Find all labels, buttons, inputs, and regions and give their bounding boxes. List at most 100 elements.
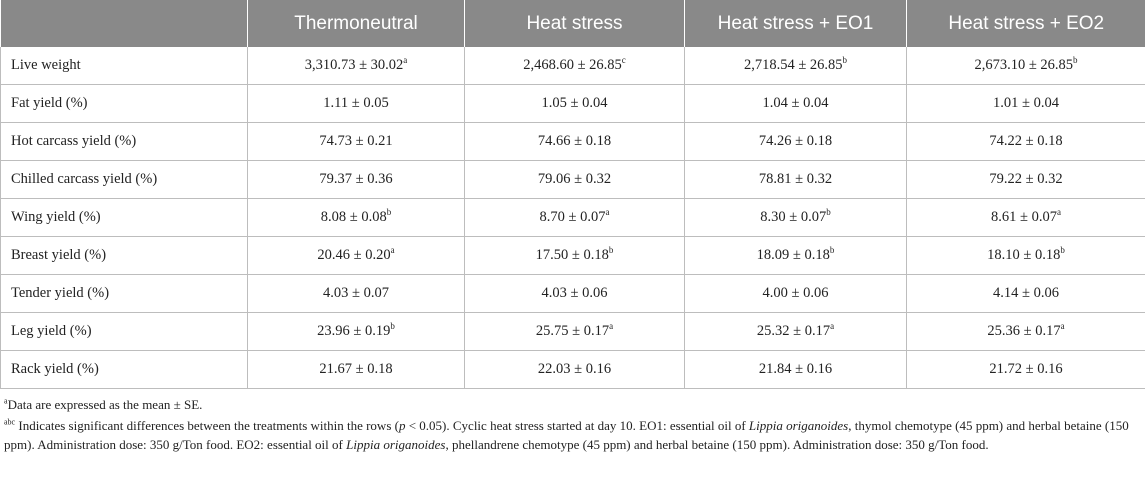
table-cell: 79.37 ± 0.36 (247, 160, 465, 199)
table-row: Breast yield (%) 20.46 ± 0.20a 17.50 ± 0… (0, 236, 1145, 275)
cell-value: 4.03 ± 0.06 (541, 285, 608, 301)
table-row: Chilled carcass yield (%) 79.37 ± 0.36 7… (0, 160, 1145, 199)
significance-letter: b (1060, 245, 1065, 256)
table-cell: 8.30 ± 0.07b (684, 198, 907, 237)
cell-value: 21.84 ± 0.16 (758, 361, 833, 377)
table-cell: 1.05 ± 0.04 (464, 84, 685, 123)
cell-value: 4.14 ± 0.06 (993, 285, 1059, 301)
header-heat-stress: Heat stress (464, 0, 685, 47)
carcass-yield-table: Thermoneutral Heat stress Heat stress + … (0, 0, 1145, 389)
significance-letter: b (826, 207, 831, 218)
cell-value: 8.70 ± 0.07 (539, 209, 606, 225)
cell-value: 25.75 ± 0.17 (535, 323, 610, 339)
significance-letter: a (605, 207, 610, 218)
table-footnotes: aData are expressed as the mean ± SE. ab… (0, 389, 1145, 454)
cell-value: 1.05 ± 0.04 (541, 95, 608, 111)
table-cell: 8.70 ± 0.07a (464, 198, 685, 237)
footnote-text: < 0.05). Cyclic heat stress started at d… (405, 418, 749, 433)
species-name: Lippia origanoides (346, 437, 446, 452)
table-cell: 2,718.54 ± 26.85b (684, 47, 907, 85)
table-row: Tender yield (%) 4.03 ± 0.07 4.03 ± 0.06… (0, 274, 1145, 313)
table-cell: 25.32 ± 0.17a (684, 312, 907, 351)
significance-letter: a (1060, 321, 1065, 332)
cell-value: 1.04 ± 0.04 (762, 95, 829, 111)
cell-value: 17.50 ± 0.18 (535, 247, 609, 263)
footnote-text: Data are expressed as the mean ± SE. (7, 397, 203, 412)
cell-value: 18.09 ± 0.18 (756, 247, 830, 263)
significance-letter: b (390, 321, 395, 332)
table-cell: 20.46 ± 0.20a (247, 236, 465, 275)
cell-value: 4.00 ± 0.06 (762, 285, 829, 301)
cell-value: 20.46 ± 0.20 (317, 247, 391, 263)
cell-value: 1.01 ± 0.04 (993, 95, 1059, 111)
table-cell: 23.96 ± 0.19b (247, 312, 465, 351)
footnote-abc: abc Indicates significant differences be… (4, 416, 1139, 454)
significance-letter: a (390, 245, 395, 256)
table-cell: 22.03 ± 0.16 (464, 350, 685, 389)
table-cell: 21.72 ± 0.16 (906, 350, 1145, 389)
footnote-marker: a (4, 396, 8, 406)
header-thermoneutral: Thermoneutral (247, 0, 465, 47)
table-body: Live weight 3,310.73 ± 30.02a 2,468.60 ±… (0, 47, 1145, 389)
significance-letter: b (842, 55, 848, 66)
row-label: Rack yield (%) (0, 350, 248, 389)
row-label: Wing yield (%) (0, 198, 248, 237)
cell-value: 74.26 ± 0.18 (758, 133, 833, 149)
table-cell: 78.81 ± 0.32 (684, 160, 907, 199)
row-label: Tender yield (%) (0, 274, 248, 313)
cell-value: 2,468.60 ± 26.85 (523, 57, 622, 73)
table-cell: 4.03 ± 0.07 (247, 274, 465, 313)
table-cell: 4.03 ± 0.06 (464, 274, 685, 313)
cell-value: 79.06 ± 0.32 (537, 171, 612, 187)
cell-value: 4.03 ± 0.07 (323, 285, 389, 301)
table-row: Leg yield (%) 23.96 ± 0.19b 25.75 ± 0.17… (0, 312, 1145, 351)
significance-letter: a (609, 321, 614, 332)
significance-letter: a (830, 321, 835, 332)
cell-value: 74.73 ± 0.21 (319, 133, 393, 149)
cell-value: 3,310.73 ± 30.02 (304, 57, 404, 73)
table-cell: 1.11 ± 0.05 (247, 84, 465, 123)
cell-value: 8.08 ± 0.08 (320, 209, 387, 225)
cell-value: 18.10 ± 0.18 (987, 247, 1061, 263)
table-cell: 25.36 ± 0.17a (906, 312, 1145, 351)
significance-letter: a (1056, 207, 1061, 218)
table-row: Rack yield (%) 21.67 ± 0.18 22.03 ± 0.16… (0, 350, 1145, 389)
footnote-text: Indicates significant differences betwee… (15, 418, 399, 433)
header-heat-stress-eo2: Heat stress + EO2 (906, 0, 1145, 47)
table-cell: 17.50 ± 0.18b (464, 236, 685, 275)
table-cell: 79.06 ± 0.32 (464, 160, 685, 199)
footnote-text: , thymol chemotype (45 ppm) and herbal b… (4, 418, 1129, 452)
table-row: Hot carcass yield (%) 74.73 ± 0.21 74.66… (0, 122, 1145, 161)
row-label: Fat yield (%) (0, 84, 248, 123)
table-cell: 3,310.73 ± 30.02a (247, 47, 465, 85)
header-heat-stress-eo1: Heat stress + EO1 (684, 0, 907, 47)
cell-value: 22.03 ± 0.16 (537, 361, 612, 377)
significance-letter: b (608, 245, 614, 256)
table-cell: 8.08 ± 0.08b (247, 198, 465, 237)
table-cell: 2,673.10 ± 26.85b (906, 47, 1145, 85)
table-cell: 1.04 ± 0.04 (684, 84, 907, 123)
cell-value: 78.81 ± 0.32 (758, 171, 833, 187)
footnote-text: , phellandrene chemotype (45 ppm) and he… (445, 437, 989, 452)
table-cell: 4.00 ± 0.06 (684, 274, 907, 313)
cell-value: 1.11 ± 0.05 (323, 95, 389, 111)
table-cell: 4.14 ± 0.06 (906, 274, 1145, 313)
header-cell-blank (0, 0, 248, 47)
results-table-container: Thermoneutral Heat stress Heat stress + … (0, 0, 1145, 454)
row-label: Leg yield (%) (0, 312, 248, 351)
table-cell: 74.66 ± 0.18 (464, 122, 685, 161)
table-row: Wing yield (%) 8.08 ± 0.08b 8.70 ± 0.07a… (0, 198, 1145, 237)
p-value-symbol: p (398, 418, 406, 433)
table-header: Thermoneutral Heat stress Heat stress + … (0, 0, 1145, 47)
row-label: Chilled carcass yield (%) (0, 160, 248, 199)
table-cell: 74.73 ± 0.21 (247, 122, 465, 161)
cell-value: 25.36 ± 0.17 (987, 323, 1061, 339)
cell-value: 23.96 ± 0.19 (317, 323, 391, 339)
cell-value: 79.37 ± 0.36 (319, 171, 393, 187)
table-cell: 1.01 ± 0.04 (906, 84, 1145, 123)
cell-value: 8.61 ± 0.07 (991, 209, 1057, 225)
row-label: Breast yield (%) (0, 236, 248, 275)
significance-letter: a (403, 55, 408, 66)
cell-value: 21.72 ± 0.16 (989, 361, 1063, 377)
significance-letter: b (1073, 55, 1078, 66)
